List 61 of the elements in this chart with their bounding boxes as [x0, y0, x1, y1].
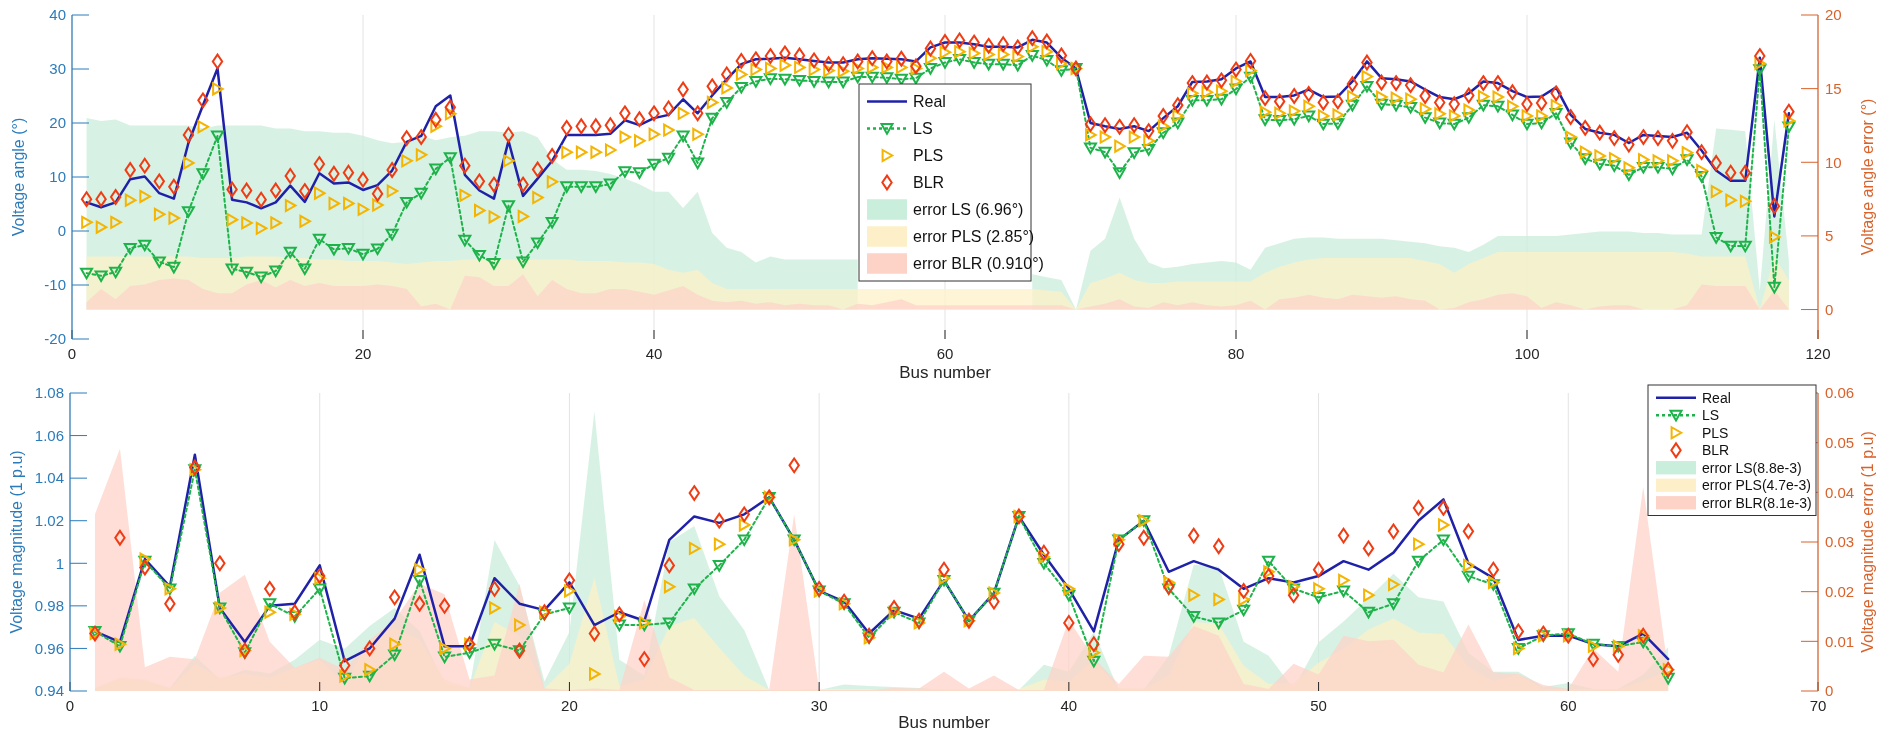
legend-label: error LS(8.8e-3)	[1702, 459, 1802, 476]
legend-label: LS	[913, 120, 933, 138]
y2-tick-label: 0.02	[1825, 582, 1855, 600]
legend-label: error PLS (2.85°)	[913, 228, 1035, 246]
x-tick-label: 10	[311, 697, 329, 714]
y-tick-label: 1.02	[34, 511, 64, 529]
y2-axis-title: Voltage angle error (°)	[1859, 98, 1876, 256]
y-tick-label: 10	[49, 168, 66, 186]
x-tick-label: 60	[1559, 697, 1577, 714]
y2-tick-label: 0.03	[1825, 533, 1855, 551]
x-tick-label: 50	[1310, 697, 1327, 714]
y2-tick-label: 0.05	[1825, 433, 1855, 451]
x-tick-label: 30	[810, 697, 828, 714]
x-axis-title: Bus number	[898, 713, 991, 732]
y-tick-label: 1	[55, 554, 64, 572]
legend-label: BLR	[913, 174, 945, 192]
legend-label: error PLS(4.7e-3)	[1702, 477, 1811, 494]
y-tick-label: 40	[49, 6, 66, 24]
x-tick-label: 20	[561, 697, 578, 714]
y-tick-label: -10	[44, 276, 66, 294]
y2-tick-label: 20	[1825, 6, 1842, 24]
x-tick-label: 40	[645, 345, 663, 362]
legend-label: error LS (6.96°)	[913, 201, 1024, 219]
x-tick-label: 70	[1809, 697, 1827, 714]
y2-tick-label: 0.01	[1825, 632, 1855, 650]
x-tick-label: 40	[1060, 697, 1078, 714]
x-tick-label: 100	[1514, 345, 1540, 362]
y-tick-label: 0.96	[34, 639, 64, 657]
x-tick-label: 80	[1227, 345, 1245, 362]
legend-label: Real	[913, 93, 946, 111]
y2-axis-title: Voltage magnitude error (1 p.u)	[1859, 431, 1876, 653]
y-tick-label: 1.04	[34, 469, 64, 487]
x-tick-label: 60	[936, 345, 954, 362]
y-tick-label: -20	[44, 330, 66, 348]
x-tick-label: 0	[67, 345, 77, 362]
legend-label: LS	[1702, 407, 1720, 424]
legend-label: error BLR (0.910°)	[913, 255, 1044, 273]
legend-label: PLS	[913, 147, 944, 165]
legend-label: error BLR(8.1e-3)	[1702, 494, 1812, 511]
x-axis-title: Bus number	[899, 363, 992, 382]
y-tick-label: 20	[49, 114, 66, 132]
y-tick-label: 0	[57, 222, 66, 240]
x-tick-label: 20	[354, 345, 372, 362]
y-axis-title: Voltage magnitude (1 p.u)	[8, 450, 25, 634]
y-tick-label: 0.98	[34, 597, 64, 615]
legend-label: BLR	[1702, 442, 1730, 459]
y-tick-label: 1.08	[34, 384, 64, 402]
y-tick-label: 30	[49, 60, 66, 78]
y-tick-label: 1.06	[34, 426, 64, 444]
y2-tick-label: 15	[1825, 79, 1842, 97]
y2-tick-label: 0.06	[1825, 384, 1855, 402]
y2-tick-label: 5	[1825, 227, 1834, 245]
x-tick-label: 120	[1805, 345, 1831, 362]
legend-label: Real	[1702, 389, 1731, 406]
y2-tick-label: 0	[1825, 300, 1834, 318]
y-tick-label: 0.94	[34, 682, 64, 700]
legend-label: PLS	[1702, 424, 1729, 441]
y2-tick-label: 10	[1825, 153, 1842, 171]
y2-tick-label: 0.04	[1825, 483, 1855, 501]
y-axis-title: Voltage angle (°)	[10, 117, 27, 237]
y2-tick-label: 0	[1825, 682, 1834, 700]
